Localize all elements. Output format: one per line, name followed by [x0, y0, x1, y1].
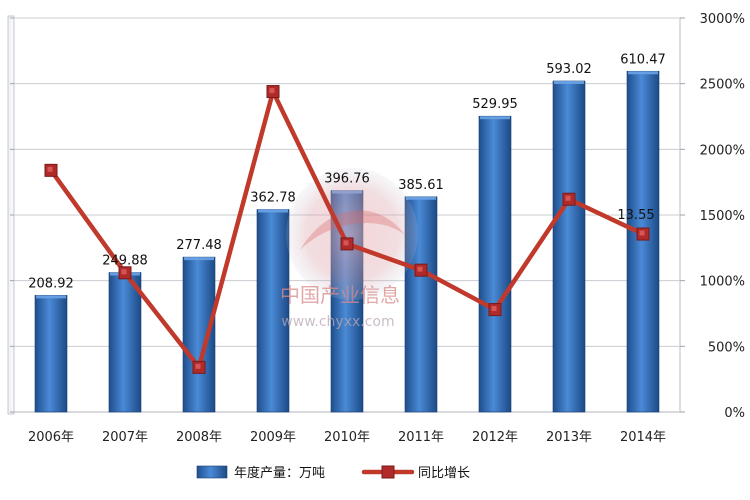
- bar-top-highlight: [258, 209, 288, 213]
- bar-data-label: 529.95: [472, 97, 518, 112]
- bar: [626, 70, 660, 413]
- line-marker-highlight: [195, 363, 201, 369]
- x-tick-label: 2007年: [102, 430, 148, 445]
- bar-data-label: 362.78: [250, 191, 296, 206]
- legend-line-label: 同比增长: [418, 466, 470, 481]
- bar: [182, 256, 216, 413]
- bar-top-highlight: [36, 295, 66, 299]
- bar: [108, 272, 142, 413]
- right-tick-label: 2500%: [700, 78, 745, 93]
- legend-bar-label: 年度产量：万吨: [234, 465, 325, 481]
- bar-top-highlight: [406, 196, 436, 200]
- x-tick-label: 2008年: [176, 430, 222, 445]
- line-marker-highlight: [491, 306, 497, 312]
- x-axis-ticks: 2006年 2007年 2008年 2009年 2010年 2011年 2012年 2013年…: [28, 430, 666, 445]
- watermark-logo: 中国产业信息 www.chyxx.com: [280, 168, 418, 330]
- bar-data-label: 396.76: [324, 172, 370, 187]
- right-tick-label: 1500%: [700, 209, 745, 224]
- watermark-swoosh: [300, 210, 405, 250]
- x-tick-label: 2012年: [472, 430, 518, 445]
- left-axis-ticks: [10, 17, 14, 413]
- line-marker-highlight: [639, 230, 645, 236]
- x-tick-label: 2010年: [324, 430, 370, 445]
- bar-data-label: 249.88: [102, 254, 148, 269]
- bar: [256, 209, 290, 413]
- bar-data-label: 385.61: [398, 178, 444, 193]
- x-tick-label: 2011年: [398, 430, 444, 445]
- bar-data-labels: 208.92 249.88 277.48 362.78 396.76 385.61 529.…: [28, 52, 666, 291]
- bar: [34, 295, 68, 413]
- watermark-circle: [286, 168, 418, 300]
- right-tick-label: 0%: [724, 406, 745, 421]
- line-marker-highlight: [417, 266, 423, 272]
- bar-data-label: 610.47: [620, 52, 666, 67]
- x-tick-label: 2009年: [250, 430, 296, 445]
- legend: 年度产量：万吨 同比增长: [196, 465, 470, 481]
- x-tick-label: 2013年: [546, 430, 592, 445]
- bar: [552, 80, 586, 413]
- watermark-title: 中国产业信息: [280, 283, 400, 307]
- watermark-url: www.chyxx.com: [281, 314, 394, 330]
- x-tick-label: 2006年: [28, 430, 74, 445]
- line-marker-highlight: [565, 195, 571, 201]
- bar-top-highlight: [554, 80, 584, 84]
- right-tick-label: 500%: [708, 340, 745, 355]
- right-axis-ticks: 0% 500% 1000% 1500% 2000% 2500% 3000%: [680, 12, 745, 421]
- line-marker-highlight: [269, 88, 275, 94]
- line-series: 13.55: [44, 85, 655, 374]
- bar-top-highlight: [184, 257, 214, 261]
- right-tick-label: 1000%: [700, 275, 745, 290]
- bar-data-label: 277.48: [176, 238, 222, 253]
- line-marker-highlight: [343, 240, 349, 246]
- line-marker-highlight: [121, 269, 127, 275]
- bar-top-highlight: [628, 71, 658, 75]
- bar-top-highlight: [480, 116, 510, 120]
- line-annotation: 13.55: [617, 208, 654, 223]
- line-marker-highlight: [47, 166, 53, 172]
- bar-data-label: 593.02: [546, 62, 592, 77]
- legend-bar-swatch: [196, 465, 228, 479]
- legend-line-marker: [381, 465, 395, 479]
- right-tick-label: 2000%: [700, 143, 745, 158]
- x-tick-label: 2014年: [620, 430, 666, 445]
- bar-data-label: 208.92: [28, 276, 74, 291]
- right-tick-label: 3000%: [700, 12, 745, 27]
- bar: [478, 115, 512, 413]
